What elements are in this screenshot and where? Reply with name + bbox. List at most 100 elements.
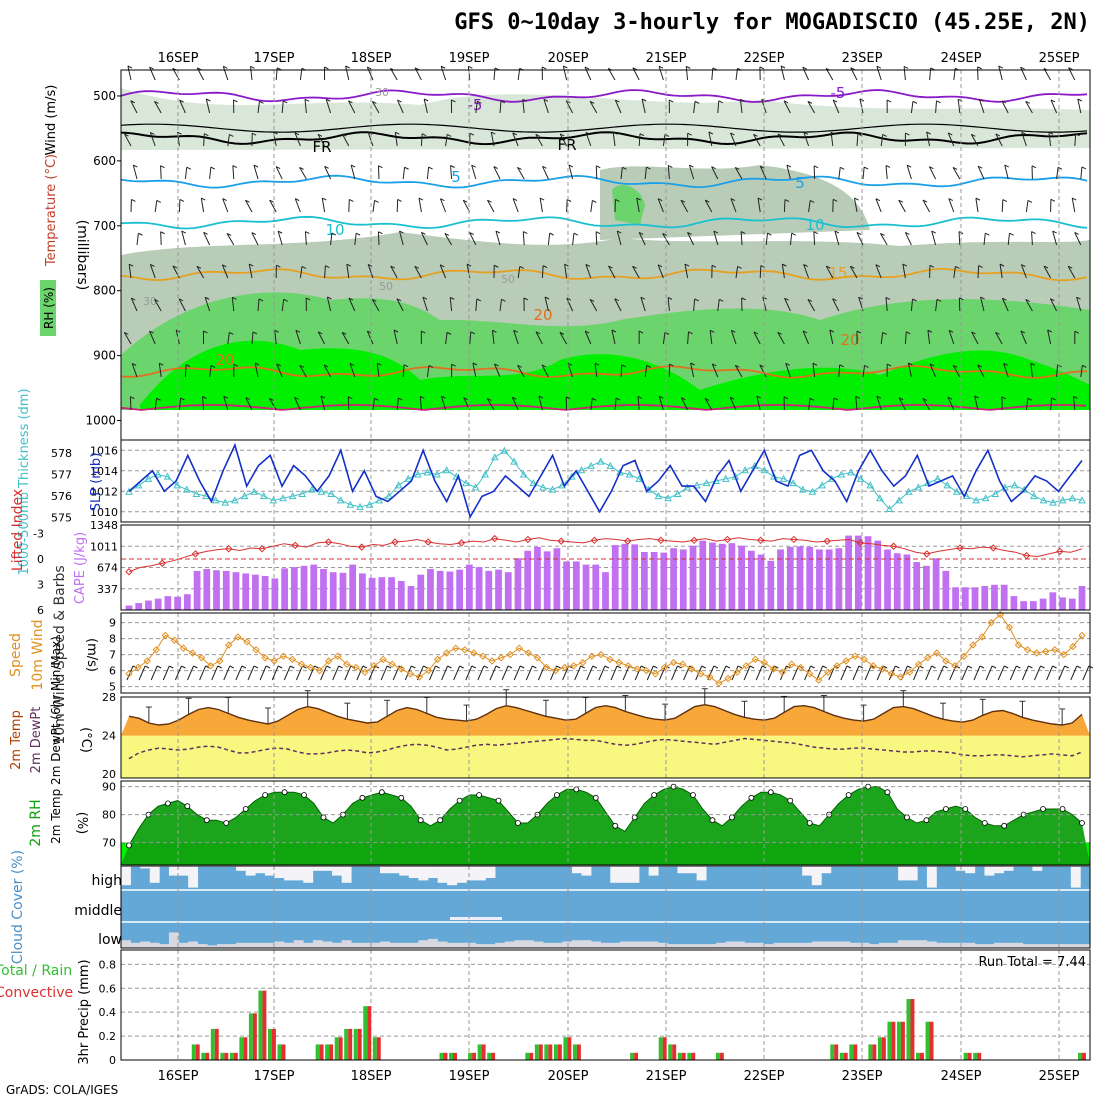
lifted-index-line-point-12 [258,545,266,553]
barb-3-17-flag [542,165,547,169]
barb-5-3 [203,232,211,246]
barb-7-27 [784,297,791,312]
cape-bar-94 [1039,598,1047,610]
cape-bar-39 [504,572,512,610]
barb-3-15 [493,166,501,180]
cloud-high-gap-35 [456,866,467,883]
barb-0-8-flag [324,66,329,70]
thickness-line-point-12 [240,492,249,500]
cloud-low-bar-16 [274,941,285,948]
barb-4-15 [487,199,495,213]
precip-rain-bar-76 [849,1044,854,1060]
barb10m-11 [259,665,267,681]
rh2m-line-point-46 [573,786,580,793]
barb-2-39-flag [1075,133,1080,137]
lifted-index-line-point-21 [358,543,366,551]
cloud-low-bar-15 [264,942,275,948]
barb-0-21-flag [632,67,638,71]
barb-0-18-flag [563,65,568,69]
barb-2-9 [341,133,350,147]
wind-speed-line-point-79 [842,657,850,665]
barb-10-14-flag [463,397,468,401]
barb-1-27 [783,100,791,114]
wind-speed-line-point-104 [1069,642,1077,651]
barb-5-27-flag [791,232,796,236]
precip-run-total: Run Total = 7.44 [978,955,1086,970]
cloud-low-bar-90 [984,944,995,948]
cape-bar-35 [465,564,473,610]
precip-conv-bar-46 [567,1037,572,1060]
barb-6-13-flag [439,264,445,268]
upper-label-wind: Wind (m/s) [44,85,59,156]
barb-8-3-flag [203,330,208,334]
barb-3-9 [350,164,356,180]
wind-label: 10m Wind Speed & Barbs [52,565,68,744]
wind-speed-line-point-7 [188,649,197,657]
barb-1-22-flag [669,99,674,103]
barb-4-10-flag [374,199,379,203]
cape-bar-47 [582,564,590,610]
barb-3-21-flag [646,166,651,170]
barb10m-25 [429,665,436,681]
cloud-high-gap-33 [437,866,448,883]
thickness-line-point-79 [885,505,894,513]
rh2m-unit: (%) [74,812,89,835]
barb-1-15 [499,100,502,114]
cloud-low-bar-92 [1003,942,1014,948]
barb-1-12 [423,98,428,114]
barb-3-12-flag [428,166,433,170]
cloud-mid-patch [450,917,502,920]
cape-bar-66 [767,560,775,610]
barb-2-37-flag [1021,131,1026,135]
barb-2-11-flag [395,131,400,135]
barb-9-23-flag [690,362,695,366]
barb10m-63 [888,665,896,681]
barb-1-37-flag [1025,100,1030,104]
barb-9-37-flag [1030,362,1036,366]
wind-tick-1: 8 [109,633,116,646]
wind-speed-line-point-23 [334,652,342,660]
cloud-high-gap-18 [293,866,304,881]
barb10m-60 [852,665,860,681]
barb-1-0 [130,100,138,114]
lifted-index-line-point-72 [923,550,931,558]
barb-0-27-flag [780,65,786,69]
barb-4-22 [657,198,664,213]
cape-bar-32 [436,570,444,610]
precip-rain-bar-88 [963,1052,968,1060]
x-tick-top-9: 25SEP [1039,51,1080,66]
wind-speed-line-point-6 [179,644,188,652]
rh2m-line-point-74 [845,792,852,798]
barb-1-33 [935,100,938,114]
barb-4-31 [875,198,882,213]
lifted-index-line-point-69 [889,542,898,550]
barb-8-22 [662,332,666,345]
barb-9-9-flag [349,362,355,366]
barb-8-32 [904,331,907,345]
barb-9-26-flag [759,364,765,368]
barb-6-28 [803,264,810,279]
barb-7-27-flag [784,297,789,301]
lifted-index-line-point-66 [856,539,865,547]
barb-2-4 [227,134,230,147]
barb-4-31-flag [875,198,881,202]
barb-9-0 [131,363,138,378]
wind-speed-line-point-42 [506,650,514,659]
barb-4-1-flag [156,199,162,203]
barb10m-71 [985,665,993,681]
cloud-low-bar-56 [658,942,669,948]
barb-10-29-flag [833,397,839,401]
x-tick-bottom-5: 21SEP [646,1069,687,1084]
contour-label-6: 10 [325,221,344,239]
wind-speed-line-point-89 [933,649,941,657]
thickness-line-point-89 [981,494,990,502]
wind-speed-line-point-72 [778,668,787,676]
barb-1-6 [281,100,284,114]
wind-speed-line-point-30 [397,665,405,673]
thickness-line-point-59 [693,481,701,489]
cloud-high-gap-91 [994,866,1004,874]
barb-8-1 [149,330,156,345]
cloud-low-bar-88 [965,942,976,948]
wind-speed-line-point-101 [1041,647,1050,656]
barb-1-0-flag [130,100,135,104]
